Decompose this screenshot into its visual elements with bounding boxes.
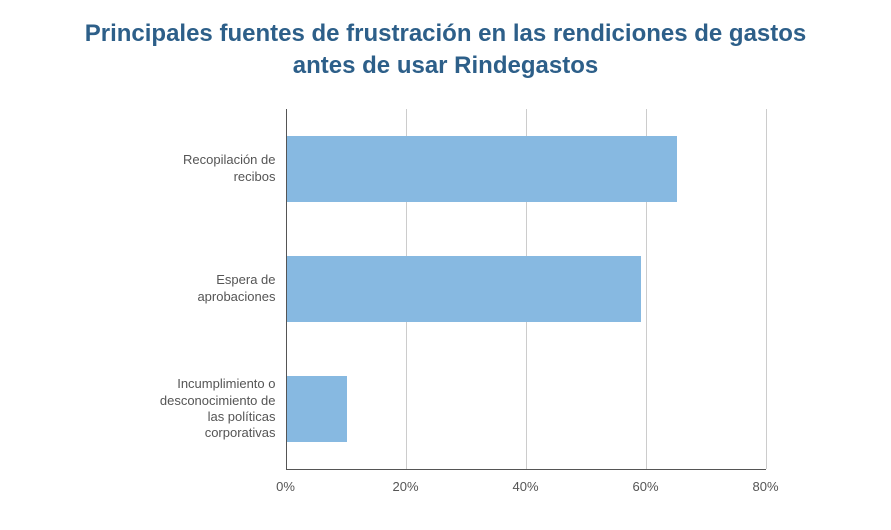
x-tick-label: 0%	[276, 479, 295, 494]
y-category-label: Espera de aprobaciones	[106, 272, 276, 305]
page: Principales fuentes de frustración en la…	[0, 0, 891, 530]
x-tick-label: 40%	[512, 479, 538, 494]
x-tick-label: 20%	[392, 479, 418, 494]
bar	[287, 256, 641, 322]
bar	[287, 376, 347, 442]
chart-container: 0%20%40%60%80% Recopilación de recibosEs…	[96, 99, 796, 499]
chart-title: Principales fuentes de frustración en la…	[0, 0, 891, 89]
y-category-label: Recopilación de recibos	[106, 152, 276, 185]
bar	[287, 136, 677, 202]
x-tick-label: 60%	[632, 479, 658, 494]
x-tick-label: 80%	[752, 479, 778, 494]
grid-line	[766, 109, 767, 469]
x-axis-line	[286, 469, 766, 470]
plot-area: 0%20%40%60%80%	[286, 109, 766, 469]
y-category-label: Incumplimiento o desconocimiento de las …	[106, 376, 276, 441]
